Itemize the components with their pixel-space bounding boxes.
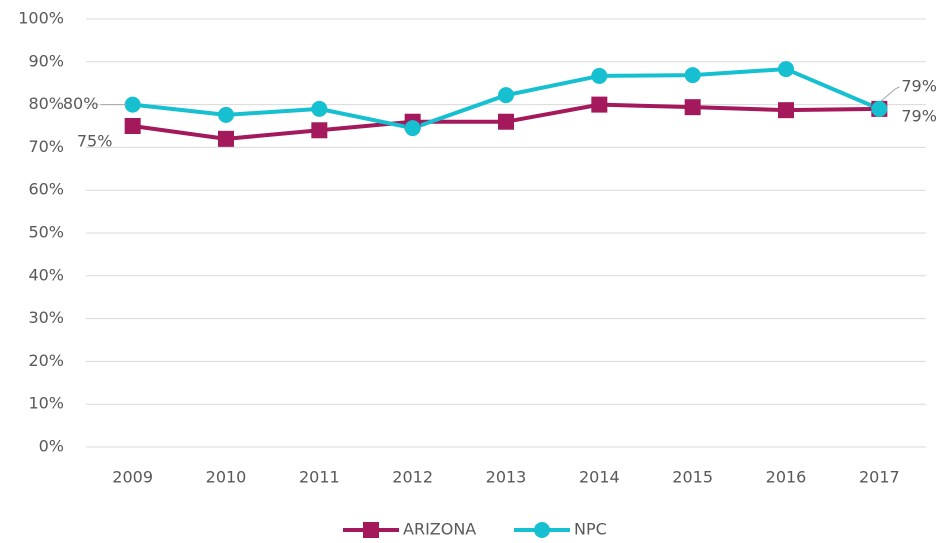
x-tick-label: 2009	[112, 468, 153, 487]
data-label: 75%	[77, 132, 113, 151]
x-tick-label: 2015	[672, 468, 713, 487]
marker	[124, 118, 141, 134]
marker	[684, 67, 701, 84]
leader-line	[881, 86, 900, 102]
x-tick-label: 2014	[579, 468, 620, 487]
data-label: 79%	[901, 106, 937, 125]
marker	[498, 87, 514, 104]
marker	[218, 106, 234, 123]
legend-label: NPC	[574, 520, 607, 539]
y-tick-label: 40%	[28, 265, 64, 284]
y-tick-label: 0%	[39, 437, 64, 456]
y-tick-label: 90%	[28, 51, 64, 70]
legend-marker	[534, 522, 550, 538]
marker	[311, 100, 328, 117]
marker	[684, 99, 701, 116]
marker	[778, 102, 794, 119]
y-tick-label: 60%	[28, 180, 64, 199]
marker	[591, 67, 608, 84]
data-label: 80%	[63, 94, 99, 113]
y-tick-label: 100%	[18, 9, 64, 28]
marker	[498, 113, 514, 130]
x-tick-label: 2016	[766, 468, 807, 487]
x-tick-label: 2012	[392, 468, 433, 487]
x-tick-label: 2010	[206, 468, 247, 487]
legend-label: ARIZONA	[403, 520, 476, 539]
marker	[591, 96, 608, 113]
marker	[311, 122, 328, 139]
y-tick-label: 30%	[28, 308, 64, 327]
x-tick-label: 2013	[486, 468, 527, 487]
y-tick-label: 70%	[28, 137, 64, 156]
x-tick-label: 2011	[299, 468, 340, 487]
y-tick-label: 10%	[28, 394, 64, 413]
x-tick-label: 2017	[859, 468, 900, 487]
marker	[871, 100, 888, 117]
y-tick-label: 80%	[28, 94, 64, 113]
marker	[778, 61, 794, 78]
data-label: 79%	[901, 76, 937, 95]
legend-marker	[363, 522, 379, 538]
y-tick-label: 50%	[28, 223, 64, 242]
marker	[124, 96, 141, 113]
marker	[404, 120, 421, 137]
y-tick-label: 20%	[28, 351, 64, 370]
marker	[218, 130, 234, 147]
